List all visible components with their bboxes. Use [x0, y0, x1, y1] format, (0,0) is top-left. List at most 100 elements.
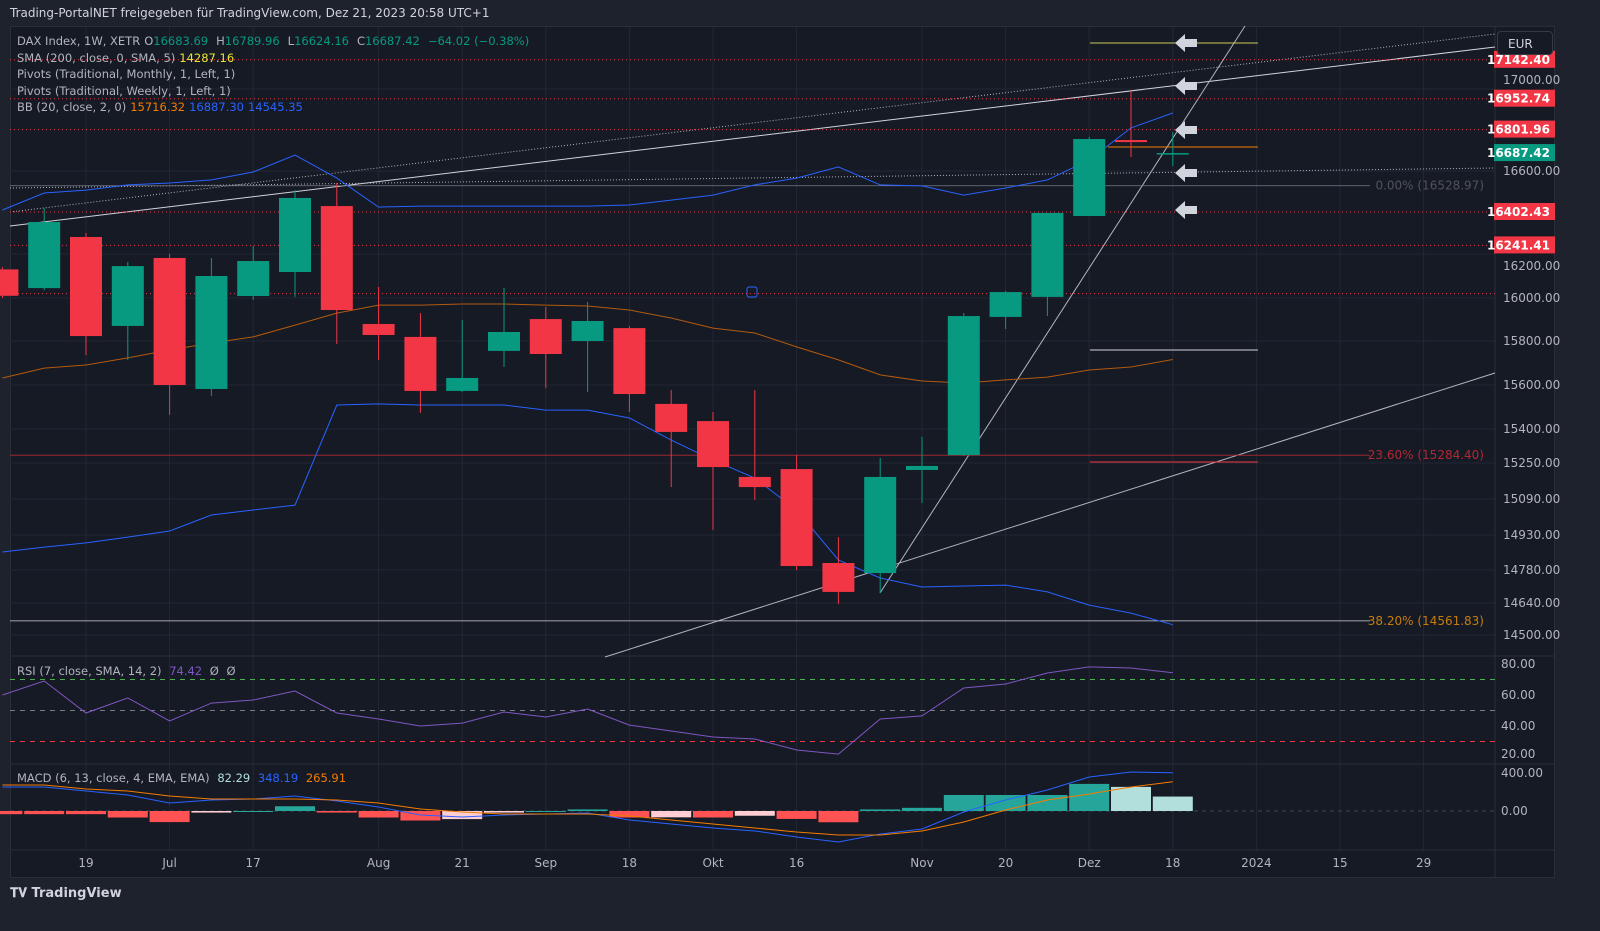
pivot-price-label: 16801.96	[1487, 123, 1550, 137]
candle[interactable]	[780, 455, 813, 570]
candle-body	[613, 328, 646, 395]
chart-panel[interactable]	[10, 26, 1555, 878]
candle[interactable]	[529, 307, 562, 389]
trendline-upper-dotted[interactable]	[9, 33, 1496, 213]
time-tick-label: 18	[622, 856, 637, 870]
price-tick-label: 15600.00	[1503, 378, 1560, 392]
candle[interactable]	[1156, 132, 1189, 167]
marker-square[interactable]	[746, 286, 758, 298]
macd-histogram-bar	[943, 794, 984, 811]
pivot-price-label: 16241.41	[1487, 238, 1550, 252]
macd-histogram-bar	[233, 811, 274, 812]
arrow-left-icon	[1175, 34, 1197, 52]
change-value: −64.02 (−0.38%)	[427, 34, 530, 48]
candle[interactable]	[153, 254, 186, 415]
low-label: L	[287, 34, 295, 48]
candle-body	[529, 319, 562, 354]
time-tick-label: Okt	[702, 856, 723, 870]
pivot-price-tag	[1494, 120, 1555, 138]
bb-lower-value: 14545.35	[247, 100, 303, 114]
macd-histogram-bar	[400, 811, 441, 821]
last-price-label: 16687.42	[1487, 146, 1550, 160]
macd-histogram-bar	[107, 811, 148, 818]
candle-body	[153, 257, 186, 385]
candle[interactable]	[28, 208, 61, 291]
price-tick-label: 14500.00	[1503, 628, 1560, 642]
rsi-legend[interactable]: RSI (7, close, SMA, 14, 2) 74.42 Ø Ø	[17, 664, 240, 678]
macd-histogram-bar	[1152, 796, 1193, 811]
candle[interactable]	[362, 287, 395, 360]
candle[interactable]	[864, 458, 897, 594]
candle[interactable]	[571, 302, 604, 393]
time-tick-label: 29	[1416, 856, 1431, 870]
candle[interactable]	[111, 261, 144, 360]
candle[interactable]	[655, 390, 688, 488]
tradingview-logo[interactable]: 𝐓𝐕 TradingView	[10, 886, 122, 901]
rsi-na-1: Ø	[209, 664, 219, 678]
time-tick-label: 18	[1165, 856, 1180, 870]
pivot-price-tag	[1494, 202, 1555, 220]
time-tick-label: 16	[789, 856, 804, 870]
rsi-tick-label: 40.00	[1501, 719, 1535, 733]
candle[interactable]	[1073, 136, 1106, 217]
symbol-legend[interactable]: DAX Index, 1W, XETR O16683.69 H16789.96 L16…	[17, 33, 533, 50]
pivots-monthly-legend[interactable]: Pivots (Traditional, Monthly, 1, Left, 1…	[17, 67, 236, 81]
pivots-weekly-legend[interactable]: Pivots (Traditional, Weekly, 1, Left, 1)	[17, 83, 231, 98]
candle-body	[446, 377, 479, 391]
macd-legend[interactable]: MACD (6, 13, close, 4, EMA, EMA) 82.29 3…	[17, 771, 350, 785]
candle[interactable]	[906, 436, 938, 504]
arrow-left-icon	[1175, 121, 1197, 139]
candle[interactable]	[0, 267, 19, 298]
trendline-upper[interactable]	[9, 46, 1496, 227]
price-tick-label: 15800.00	[1503, 334, 1560, 348]
candle-body	[195, 276, 228, 389]
arrow-markers	[1175, 34, 1197, 219]
sma-legend[interactable]: SMA (200, close, 0, SMA, 5) 14287.16	[17, 50, 533, 67]
macd-histogram-bar	[191, 811, 232, 813]
time-tick-label: Aug	[367, 856, 390, 870]
price-tick-label: 16600.00	[1503, 164, 1560, 178]
candle[interactable]	[70, 233, 102, 356]
macd-histogram-bar	[442, 811, 483, 820]
price-tick-label: 15400.00	[1503, 422, 1560, 436]
low-value: 16624.16	[294, 34, 349, 48]
macd-hist-value: 82.29	[217, 771, 251, 785]
currency-button[interactable]: EUR	[1497, 31, 1553, 55]
arrow-left-icon	[1175, 77, 1197, 95]
candle[interactable]	[195, 257, 228, 396]
candle-body	[697, 421, 729, 468]
bb-upper-line	[2, 112, 1173, 211]
last-price-tag	[1494, 144, 1555, 162]
trendline-lower[interactable]	[604, 372, 1496, 658]
candle[interactable]	[404, 313, 437, 413]
macd-label: MACD (6, 13, close, 4, EMA, EMA)	[17, 771, 210, 785]
candle[interactable]	[738, 390, 771, 500]
time-tick-label: 15	[1332, 856, 1347, 870]
trendline-steep[interactable]	[879, 25, 1246, 594]
candle[interactable]	[697, 412, 729, 531]
candle[interactable]	[320, 183, 353, 345]
price-tick-label: 14780.00	[1503, 563, 1560, 577]
macd-value: 348.19	[257, 771, 299, 785]
macd-signal-line	[2, 781, 1173, 836]
pivot-price-label: 17142.40	[1487, 53, 1550, 67]
macd-histogram-bar	[860, 809, 901, 811]
candle[interactable]	[822, 537, 855, 604]
candle-body	[780, 469, 813, 567]
macd-histogram-bar	[693, 811, 733, 818]
candle[interactable]	[237, 245, 270, 300]
candle[interactable]	[279, 190, 311, 297]
candle[interactable]	[488, 287, 520, 367]
candle[interactable]	[613, 325, 646, 413]
bb-legend[interactable]: BB (20, close, 2, 0) 15716.32 16887.30 1454…	[17, 99, 533, 116]
candle[interactable]	[947, 313, 980, 456]
candle[interactable]	[989, 290, 1022, 329]
sma-value: 14287.16	[179, 50, 235, 65]
chart-share-header: Trading-PortalNET freigegeben für Tradin…	[10, 6, 490, 20]
time-tick-label: Nov	[910, 856, 933, 870]
candle[interactable]	[1115, 91, 1147, 158]
candle[interactable]	[1031, 212, 1064, 317]
candle[interactable]	[446, 319, 479, 393]
bb-upper-value: 16887.30	[189, 100, 244, 114]
